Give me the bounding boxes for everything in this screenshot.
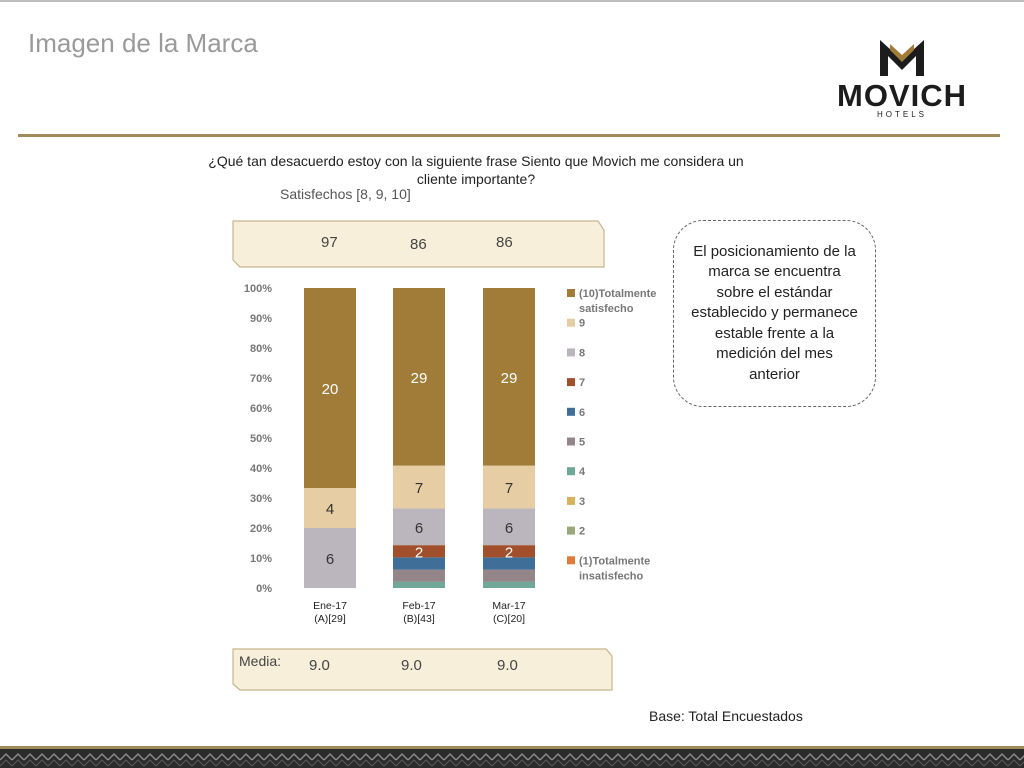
x-tick-sublabel: (B)[43] bbox=[403, 613, 435, 625]
data-label: 7 bbox=[505, 480, 513, 497]
satisfied-total-ene: 97 bbox=[321, 234, 338, 251]
bar-segment bbox=[304, 488, 356, 528]
mean-box: Media: 9.0 9.0 9.0 bbox=[232, 648, 613, 691]
y-tick-label: 100% bbox=[244, 283, 272, 295]
data-label: 2 bbox=[505, 544, 513, 561]
y-tick-label: 80% bbox=[250, 343, 272, 355]
x-tick-label: Ene-17 bbox=[313, 600, 347, 612]
bar-segment bbox=[483, 508, 535, 546]
insight-note: El posicionamiento de la marca se encuen… bbox=[673, 220, 876, 407]
bar-segment bbox=[393, 581, 445, 588]
mean-label: Media: bbox=[239, 653, 282, 669]
legend-label: (10)Totalmente bbox=[579, 288, 656, 300]
y-tick-label: 50% bbox=[250, 433, 272, 445]
data-label: 29 bbox=[501, 370, 518, 387]
data-label: 20 bbox=[322, 381, 339, 398]
y-tick-label: 30% bbox=[250, 493, 272, 505]
legend-swatch bbox=[567, 496, 575, 505]
legend-label: 5 bbox=[579, 437, 585, 449]
legend-swatch bbox=[567, 556, 575, 565]
y-tick-label: 60% bbox=[250, 403, 272, 415]
bar-segment bbox=[393, 508, 445, 546]
data-label: 6 bbox=[415, 520, 423, 537]
legend-label: 8 bbox=[579, 347, 585, 359]
bar-segment bbox=[483, 569, 535, 582]
mean-box-shape bbox=[232, 648, 613, 691]
bar-segment bbox=[393, 569, 445, 582]
bar-segment bbox=[304, 528, 356, 588]
data-label: 2 bbox=[415, 544, 423, 561]
legend-swatch bbox=[567, 407, 575, 416]
x-tick-sublabel: (A)[29] bbox=[314, 613, 346, 625]
bar-segment bbox=[393, 288, 445, 466]
logo-wordmark: MOVICH bbox=[837, 78, 967, 113]
data-label: 4 bbox=[326, 501, 334, 518]
legend-swatch bbox=[567, 348, 575, 357]
y-tick-label: 70% bbox=[250, 373, 272, 385]
legend-label: 9 bbox=[579, 318, 585, 330]
y-tick-label: 10% bbox=[250, 553, 272, 565]
legend-swatch bbox=[567, 526, 575, 535]
legend-swatch bbox=[567, 318, 575, 327]
x-tick-label: Feb-17 bbox=[402, 600, 435, 612]
bar-segment bbox=[483, 581, 535, 588]
y-tick-label: 20% bbox=[250, 523, 272, 535]
satisfied-total-mar: 86 bbox=[496, 234, 513, 251]
y-tick-label: 90% bbox=[250, 313, 272, 325]
slide-title: Imagen de la Marca bbox=[28, 28, 258, 58]
bar-segment bbox=[483, 288, 535, 466]
data-label: 7 bbox=[415, 480, 423, 497]
data-label: 6 bbox=[326, 551, 334, 568]
bar-segment bbox=[393, 465, 445, 509]
satisfied-label: Satisfechos [8, 9, 10] bbox=[280, 186, 411, 202]
mean-value-mar: 9.0 bbox=[497, 657, 518, 674]
mean-value-feb: 9.0 bbox=[401, 657, 422, 674]
data-label: 6 bbox=[505, 520, 513, 537]
legend-label: 7 bbox=[579, 377, 585, 389]
bar-segment bbox=[483, 545, 535, 558]
mean-value-ene: 9.0 bbox=[309, 657, 330, 674]
bar-segment bbox=[483, 465, 535, 509]
bar-segment bbox=[483, 557, 535, 570]
base-note: Base: Total Encuestados bbox=[649, 708, 803, 724]
legend-label: 4 bbox=[579, 466, 586, 478]
data-label: 29 bbox=[411, 370, 428, 387]
y-tick-label: 40% bbox=[250, 463, 272, 475]
legend-label-line2: satisfecho bbox=[579, 303, 634, 315]
x-tick-sublabel: (C)[20] bbox=[493, 613, 525, 625]
legend-swatch bbox=[567, 289, 575, 297]
legend-swatch bbox=[567, 437, 575, 446]
bottom-decorative-band bbox=[0, 746, 1024, 768]
stacked-bar-chart: 0%10%20%30%40%50%60%70%80%90%100%06420En… bbox=[244, 283, 657, 625]
satisfied-totals-box-shape bbox=[232, 220, 605, 268]
legend-label: 6 bbox=[579, 407, 585, 419]
x-tick-label: Mar-17 bbox=[492, 600, 525, 612]
legend-label-line2: insatisfecho bbox=[579, 570, 643, 582]
movich-logo: MOVICH HOTELS bbox=[816, 38, 988, 122]
movich-logo-mark-icon bbox=[880, 40, 924, 76]
title-divider bbox=[18, 134, 1000, 137]
bar-segment bbox=[304, 288, 356, 488]
legend-label: 2 bbox=[579, 526, 585, 538]
logo-subtitle: HOTELS bbox=[876, 110, 927, 119]
top-border bbox=[0, 0, 1024, 2]
bar-segment bbox=[393, 545, 445, 558]
satisfied-total-feb: 86 bbox=[410, 236, 427, 253]
satisfied-totals-box: 97 86 86 bbox=[232, 220, 605, 268]
legend-swatch bbox=[567, 467, 575, 476]
legend-label: 3 bbox=[579, 496, 585, 508]
y-tick-label: 0% bbox=[256, 583, 272, 595]
legend-swatch bbox=[567, 378, 575, 387]
survey-question: ¿Qué tan desacuerdo estoy con la siguien… bbox=[208, 153, 744, 187]
bar-segment bbox=[393, 557, 445, 570]
legend-label: (1)Totalmente bbox=[579, 555, 650, 567]
